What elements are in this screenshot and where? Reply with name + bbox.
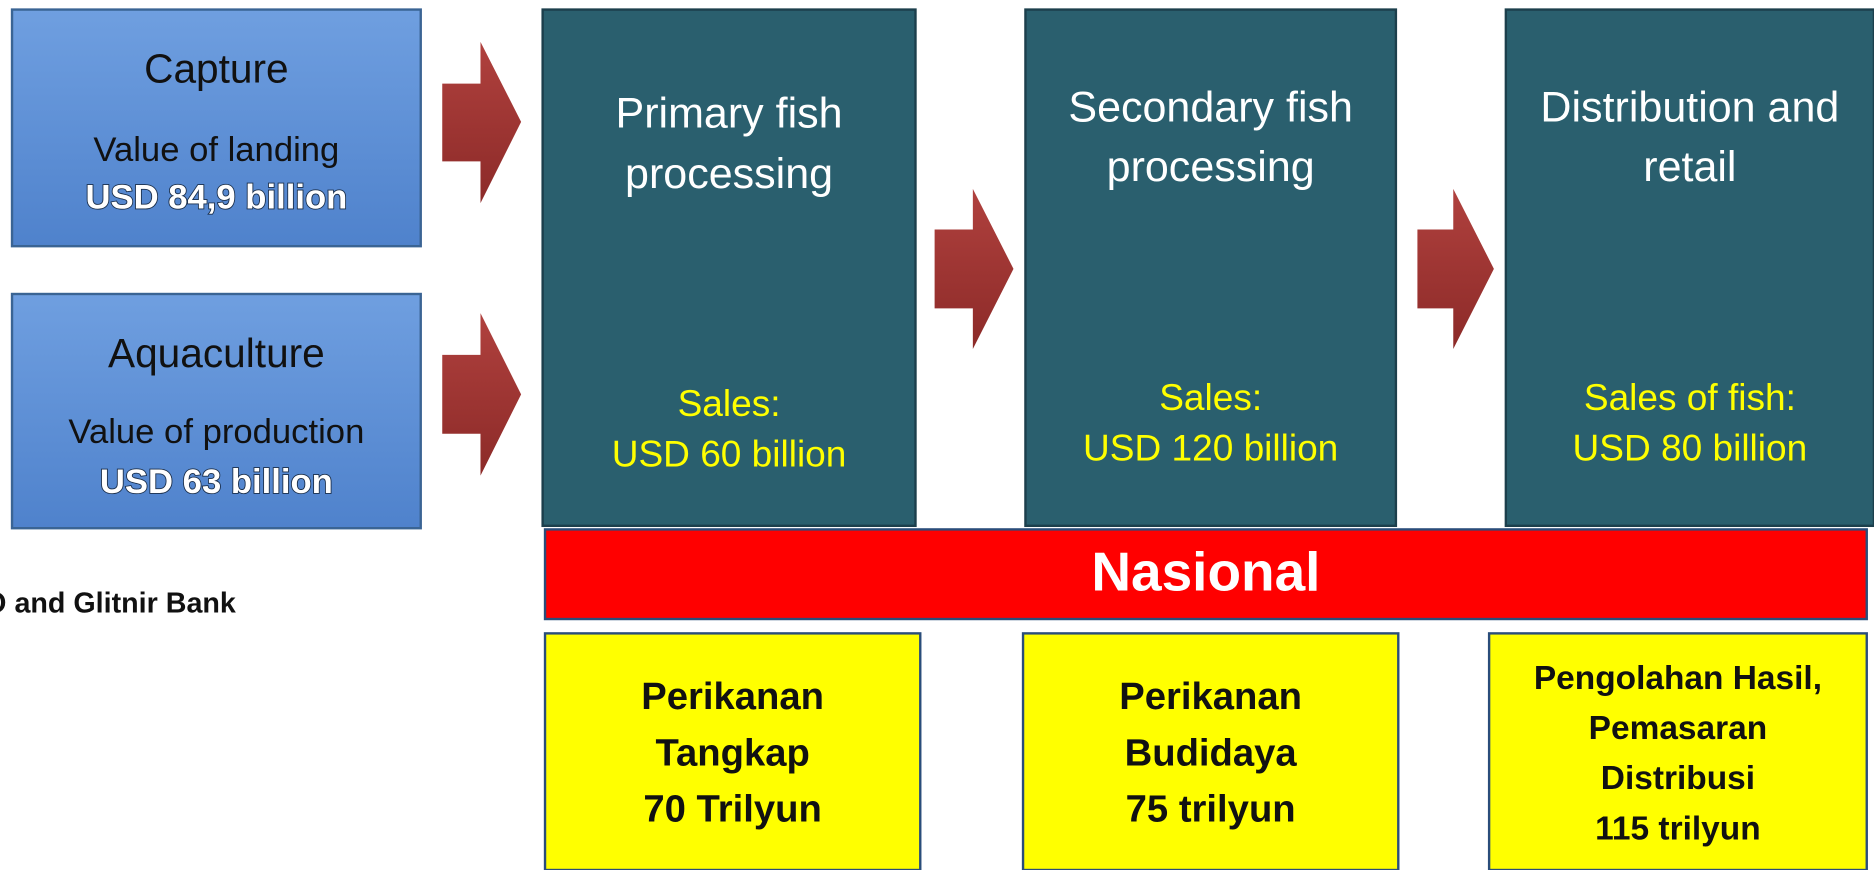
national-text: 115 trilyun — [1595, 810, 1761, 847]
national-text: Pengolahan Hasil, — [1534, 660, 1822, 697]
stage-sales: Sales: — [1159, 376, 1262, 418]
national-box — [543, 632, 922, 870]
stage-title: processing — [625, 150, 833, 198]
national-text: Budidaya — [1125, 731, 1298, 774]
national-box — [1021, 632, 1400, 870]
national-text: Perikanan — [641, 675, 824, 718]
stage-title: retail — [1643, 143, 1736, 191]
stage-title: Primary fish — [616, 89, 843, 137]
stage-title: Distribution and — [1540, 83, 1839, 131]
national-box — [1487, 632, 1868, 870]
source-box — [10, 8, 422, 248]
stage-sales: USD 60 billion — [612, 432, 847, 474]
banner-text: Nasional — [1091, 541, 1320, 603]
arrow — [442, 313, 522, 476]
source-title: Capture — [144, 45, 289, 91]
source-note: Sources: FAO and Glitnir Bank — [0, 587, 236, 619]
stage-sales: Sales of fish: — [1584, 376, 1796, 418]
source-value: USD 63 billion — [100, 463, 333, 501]
national-text: Distribusi — [1601, 760, 1755, 797]
arrow — [442, 41, 522, 204]
national-text: Pemasaran — [1589, 710, 1768, 747]
source-title: Aquaculture — [108, 330, 325, 376]
source-label: Value of landing — [93, 131, 339, 169]
national-text: Tangkap — [655, 731, 809, 774]
stage-sales: USD 120 billion — [1083, 426, 1338, 468]
source-label: Value of production — [68, 413, 364, 451]
source-box — [10, 292, 422, 530]
stage-sales: Sales: — [678, 382, 781, 424]
national-text: Perikanan — [1119, 675, 1302, 718]
banner — [543, 528, 1868, 621]
stage-box — [1504, 8, 1874, 528]
stage-sales: USD 80 billion — [1573, 426, 1808, 468]
arrow — [934, 188, 1014, 349]
stage-title: Secondary fish — [1068, 83, 1353, 131]
source-value: USD 84,9 billion — [85, 179, 347, 217]
stage-box — [1024, 8, 1398, 528]
national-text: 70 Trilyun — [643, 788, 822, 831]
arrow — [1417, 188, 1494, 349]
national-text: 75 trilyun — [1126, 788, 1296, 831]
stage-box — [541, 8, 917, 528]
stage-title: processing — [1107, 143, 1315, 191]
